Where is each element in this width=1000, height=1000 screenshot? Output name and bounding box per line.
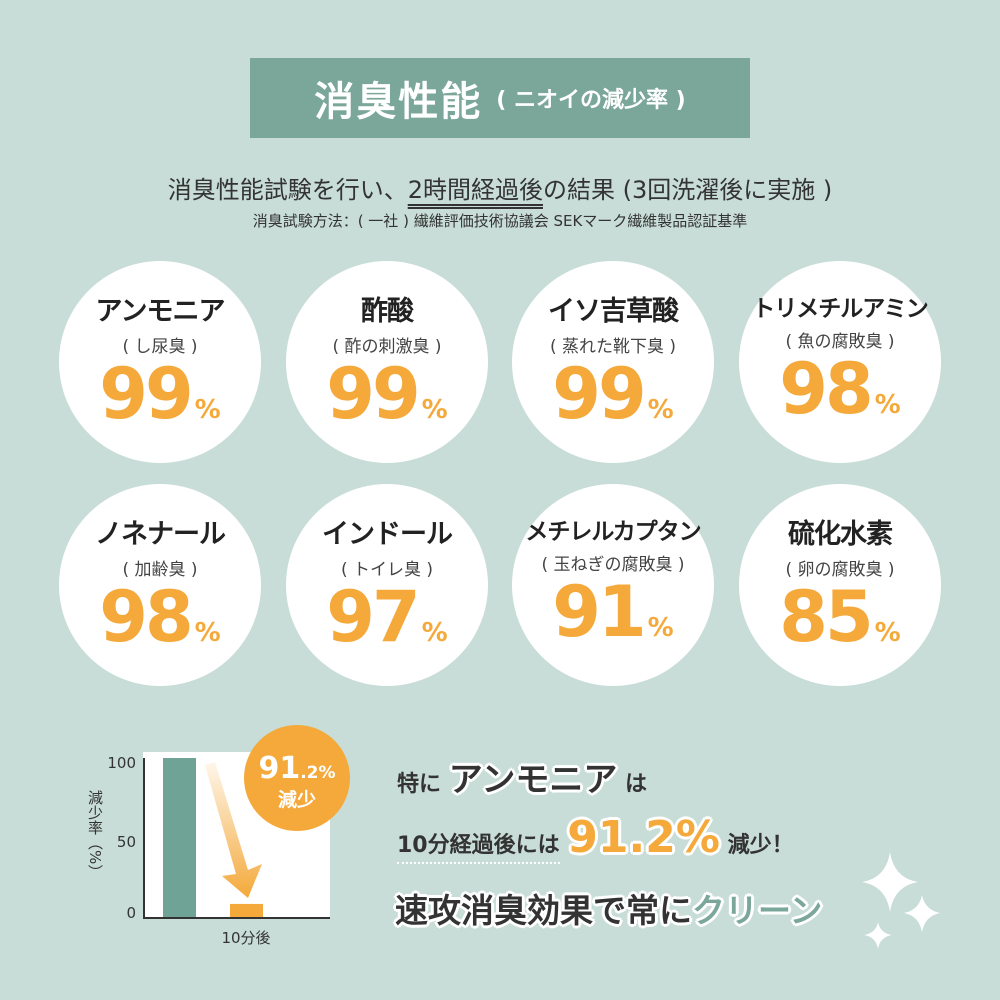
odor-card: 硫化水素 ( 卵の腐敗臭 ) 85% bbox=[739, 484, 941, 686]
odor-value: 99 bbox=[99, 353, 193, 435]
badge-value: 91.2% bbox=[258, 751, 335, 786]
odor-reduction: 99% bbox=[552, 359, 673, 429]
line1-emphasis: アンモニア bbox=[448, 760, 618, 800]
line2-emphasis: 91.2% bbox=[567, 812, 720, 863]
line1-pre: 特に bbox=[397, 772, 442, 797]
odor-name: 硫化水素 bbox=[788, 519, 893, 550]
odor-value: 85 bbox=[779, 576, 873, 658]
bar-0 bbox=[163, 758, 196, 918]
odor-unit: % bbox=[874, 618, 901, 648]
odor-description: ( 加齢臭 ) bbox=[122, 560, 198, 580]
x-tick-10min: 10分後 bbox=[221, 929, 270, 947]
badge-label: 減少 bbox=[278, 788, 316, 811]
odor-name: 酢酸 bbox=[361, 296, 414, 327]
odor-unit: % bbox=[194, 395, 221, 425]
odor-reduction: 85% bbox=[779, 582, 900, 652]
odor-card: メチレルカプタン ( 玉ねぎの腐敗臭 ) 91% bbox=[512, 484, 714, 686]
line1-post: は bbox=[625, 772, 648, 797]
odor-value: 91 bbox=[552, 571, 646, 653]
odor-value: 99 bbox=[326, 353, 420, 435]
odor-unit: % bbox=[874, 390, 901, 420]
odor-card: 酢酸 ( 酢の刺激臭 ) 99% bbox=[286, 261, 488, 463]
odor-unit: % bbox=[421, 618, 448, 648]
odor-name: トリメチルアミン bbox=[752, 296, 929, 322]
odor-name: メチレルカプタン bbox=[525, 519, 701, 545]
odor-unit: % bbox=[194, 618, 221, 648]
page-title-sub: ( ニオイの減少率 ) bbox=[496, 88, 686, 113]
test-method: 消臭試験方法：( 一社 ) 繊維評価技術協議会 SEKマーク繊維製品認証基準 bbox=[252, 212, 748, 230]
odor-card: インドール ( トイレ臭 ) 97% bbox=[286, 484, 488, 686]
odor-description: ( し尿臭 ) bbox=[122, 337, 198, 357]
subtitle-after: の結果 (3回洗濯後に実施 ) bbox=[543, 176, 833, 204]
odor-unit: % bbox=[647, 395, 674, 425]
y-tick-0: 0 bbox=[126, 904, 136, 922]
subtitle-before: 消臭性能試験を行い、 bbox=[167, 176, 408, 204]
line2-post: 減少！ bbox=[727, 833, 794, 858]
highlight-line-2: 10分経過後には 91.2% 減少！ bbox=[397, 812, 794, 864]
down-arrow-icon bbox=[205, 762, 262, 898]
odor-card: トリメチルアミン ( 魚の腐敗臭 ) 98% bbox=[739, 261, 941, 463]
odor-unit: % bbox=[647, 613, 674, 643]
odor-card: イソ吉草酸 ( 蒸れた靴下臭 ) 99% bbox=[512, 261, 714, 463]
odor-description: ( 酢の刺激臭 ) bbox=[332, 337, 442, 357]
odor-description: ( 蒸れた靴下臭 ) bbox=[549, 337, 677, 357]
odor-unit: % bbox=[421, 395, 448, 425]
odor-reduction: 99% bbox=[99, 359, 220, 429]
subtitle: 消臭性能試験を行い、2時間経過後の結果 (3回洗濯後に実施 ) bbox=[0, 170, 1000, 205]
odor-value: 99 bbox=[552, 353, 646, 435]
odor-reduction: 99% bbox=[326, 359, 447, 429]
odor-reduction: 98% bbox=[99, 582, 220, 652]
odor-name: イソ吉草酸 bbox=[548, 296, 679, 327]
odor-description: ( 魚の腐敗臭 ) bbox=[785, 332, 895, 352]
odor-name: アンモニア bbox=[95, 296, 226, 327]
subtitle-underlined: 2時間経過後 bbox=[407, 176, 543, 204]
page-title: 消臭性能 bbox=[314, 79, 483, 125]
line3-pre: 速攻消臭効果で常に bbox=[395, 891, 692, 930]
odor-description: ( 玉ねぎの腐敗臭 ) bbox=[541, 555, 685, 575]
odor-name: インドール bbox=[322, 519, 453, 550]
odor-description: ( トイレ臭 ) bbox=[340, 560, 434, 580]
reduction-badge bbox=[244, 725, 350, 831]
y-tick-50: 50 bbox=[117, 833, 136, 851]
line3-emphasis: クリーン bbox=[692, 891, 823, 930]
odor-value: 97 bbox=[326, 576, 420, 658]
y-axis-label: 減少率（%） bbox=[86, 790, 104, 879]
odor-reduction: 97% bbox=[326, 582, 447, 652]
title-banner: 消臭性能 ( ニオイの減少率 ) bbox=[250, 58, 750, 138]
y-tick-100: 100 bbox=[107, 754, 136, 772]
bar-1 bbox=[230, 903, 263, 918]
highlight-line-1: 特に アンモニア は bbox=[397, 752, 647, 801]
odor-value: 98 bbox=[779, 348, 873, 430]
odor-description: ( 卵の腐敗臭 ) bbox=[785, 560, 895, 580]
odor-value: 98 bbox=[99, 576, 193, 658]
odor-card: ノネナール ( 加齢臭 ) 98% bbox=[59, 484, 261, 686]
odor-name: ノネナール bbox=[95, 519, 226, 550]
odor-card: アンモニア ( し尿臭 ) 99% bbox=[59, 261, 261, 463]
line2-pre: 10分経過後には bbox=[397, 833, 560, 864]
sparkle-icon bbox=[862, 852, 940, 949]
odor-reduction: 91% bbox=[552, 577, 673, 647]
odor-reduction: 98% bbox=[779, 354, 900, 424]
highlight-line-3: 速攻消臭効果で常にクリーン bbox=[395, 884, 822, 932]
